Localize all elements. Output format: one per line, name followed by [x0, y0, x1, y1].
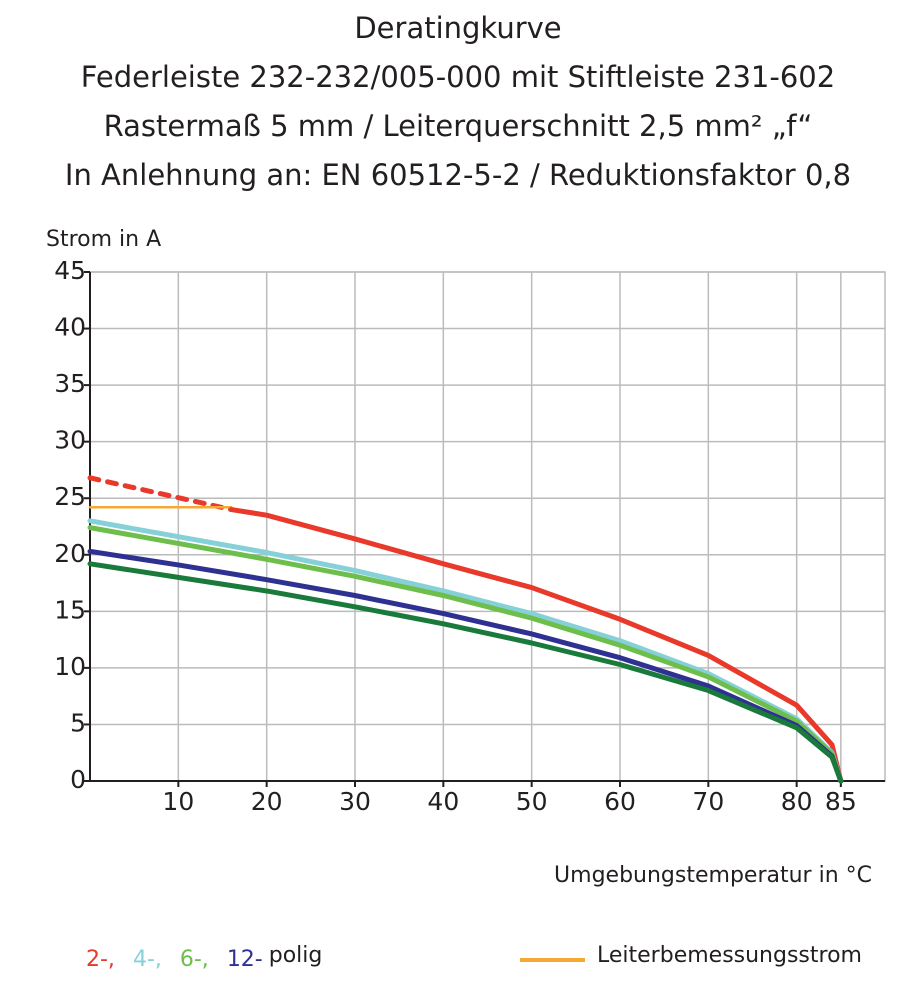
data-line [87, 475, 234, 513]
y-tick-label: 30 [54, 426, 86, 455]
chart-title: Deratingkurve [354, 11, 561, 45]
x-tick-label: 10 [162, 787, 194, 816]
y-tick-label: 35 [54, 369, 86, 398]
chart-title: Federleiste 232-232/005-000 mit Stiftlei… [81, 60, 835, 94]
x-tick-label: 30 [339, 787, 371, 816]
chart-title: Rastermaß 5 mm / Leiterquerschnitt 2,5 m… [104, 109, 813, 143]
x-tick-label: 50 [516, 787, 548, 816]
y-tick-label: 5 [70, 708, 86, 737]
data-line [87, 525, 844, 784]
x-axis-label: Umgebungstemperatur in °C [554, 863, 872, 888]
x-tick-label: 40 [427, 787, 459, 816]
y-tick-label: 45 [54, 256, 86, 285]
x-tick-label: 70 [692, 787, 724, 816]
x-tick-label: 80 [781, 787, 813, 816]
legend-label: 2-, [86, 947, 115, 972]
legend-label: polig [269, 943, 323, 968]
legend-label: Leiterbemessungsstrom [597, 943, 862, 968]
legend-label: 6-, [180, 947, 209, 972]
data-line [228, 507, 844, 784]
legend-label: 4-, [133, 947, 162, 972]
x-tick-label: 60 [604, 787, 636, 816]
legend-label: 12- [227, 947, 263, 972]
data-line [87, 518, 844, 784]
x-tick-label: 20 [251, 787, 283, 816]
data-line [87, 561, 844, 784]
y-tick-label: 40 [54, 313, 86, 342]
y-tick-label: 15 [54, 595, 86, 624]
x-tick-label: 85 [825, 787, 857, 816]
y-tick-label: 20 [54, 539, 86, 568]
chart-title: In Anlehnung an: EN 60512-5-2 / Reduktio… [65, 158, 851, 192]
y-axis-label: Strom in A [46, 227, 161, 252]
y-tick-label: 25 [54, 482, 86, 511]
y-tick-label: 10 [54, 652, 86, 681]
y-tick-label: 0 [70, 765, 86, 794]
